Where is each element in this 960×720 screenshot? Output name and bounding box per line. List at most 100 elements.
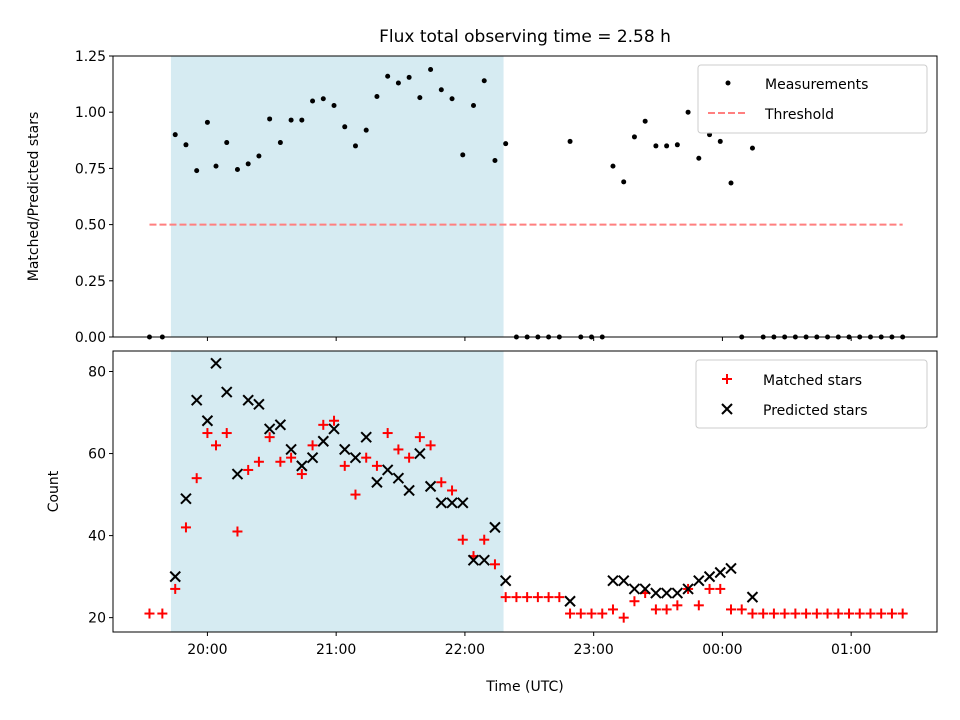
matched-star-point [801, 608, 812, 619]
matched-star-point [511, 592, 522, 603]
measurement-point [449, 96, 455, 102]
top-panel: 0.00 0.25 0.50 0.75 1.00 1.25 Flux total obse… [26, 27, 938, 346]
matched-star-point [790, 608, 801, 619]
matched-star-point [876, 608, 887, 619]
matched-star-point [318, 419, 329, 430]
matched-star-point [350, 489, 361, 500]
matched-star-point [221, 428, 232, 439]
observing-window-shade-bottom [170, 351, 504, 632]
matched-star-point [565, 608, 576, 619]
predicted-star-point [725, 562, 737, 575]
top-ytick-label: 0.25 [75, 274, 106, 290]
legend-plus-glyph [722, 374, 732, 384]
matched-star-point [704, 583, 715, 594]
predicted-star-point [403, 484, 415, 497]
measurement-point [406, 74, 412, 80]
predicted-star-point [328, 423, 340, 435]
matched-star-point [586, 608, 597, 619]
predicted-star-point [414, 447, 426, 460]
predicted-star-point [703, 570, 716, 583]
measurement-point [224, 140, 230, 146]
bottom-panel-x-axis: 20:00 21:00 22:00 23:00 00:00 01:00 [187, 632, 871, 658]
matched-star-point [447, 485, 458, 496]
predicted-star-point [618, 575, 630, 587]
matched-star-point [144, 608, 155, 619]
legend-measurements-marker [725, 80, 731, 86]
top-panel-y-axis: 0.00 0.25 0.50 0.75 1.00 1.25 [75, 49, 113, 346]
predicted-star-point [435, 497, 448, 509]
xtick-label: 20:00 [187, 642, 227, 658]
matched-star-point [650, 604, 661, 615]
measurement-point [621, 179, 627, 185]
measurement-point [417, 95, 423, 101]
bottom-panel-frame [112, 350, 938, 633]
matched-star-point [768, 608, 779, 619]
matched-star-point [715, 583, 726, 594]
predicted-star-point [628, 583, 641, 595]
top-y-axis-label: Matched/Predicted stars [26, 112, 42, 282]
predicted-star-point [650, 587, 662, 599]
matched-star-point [371, 460, 382, 471]
observing-window-shade-top [170, 56, 504, 337]
measurement-point [213, 163, 219, 169]
matched-star-point [661, 604, 672, 615]
measurement-point [374, 93, 380, 99]
matched-star-point [339, 460, 350, 471]
matched-star-point [479, 534, 490, 545]
predicted-star-point [607, 575, 619, 587]
legend-threshold-label: Threshold [764, 107, 834, 123]
predicted-star-point [210, 357, 222, 370]
measurement-point [717, 138, 723, 144]
measurement-point [460, 152, 466, 158]
matched-star-point [543, 592, 554, 603]
predicted-star-point [424, 480, 437, 493]
predicted-star-point [253, 398, 265, 411]
matched-star-point [180, 522, 191, 533]
predicted-star-point [231, 468, 244, 480]
bottom-ytick-label: 40 [88, 529, 106, 545]
measurement-point [664, 143, 670, 149]
matched-star-point [607, 604, 618, 615]
measurement-point [172, 132, 178, 138]
predicted-star-point [564, 595, 576, 607]
predicted-star-point [306, 451, 319, 464]
matched-star-point [833, 608, 844, 619]
matched-star-point [897, 608, 908, 619]
xtick-label: 00:00 [702, 642, 742, 658]
matched-star-point [865, 608, 876, 619]
matched-star-point [361, 452, 372, 463]
measurement-point [567, 138, 573, 144]
bottom-ytick-label: 60 [88, 447, 106, 463]
measurement-point [428, 66, 434, 72]
matched-star-point [758, 608, 769, 619]
predicted-star-point [190, 394, 203, 406]
measurement-point [696, 155, 702, 161]
measurement-point [471, 102, 476, 108]
measurement-point [310, 98, 316, 104]
measurement-point [352, 143, 358, 149]
measurement-point [492, 158, 498, 164]
xtick-label: 21:00 [316, 642, 356, 658]
matched-star-point [296, 469, 307, 480]
measurement-point [685, 109, 691, 115]
measurement-point [610, 163, 616, 169]
matched-star-point [597, 608, 608, 619]
top-ytick-label: 0.50 [75, 218, 106, 234]
matched-star-point [736, 604, 747, 615]
predicted-star-point [489, 521, 501, 534]
matched-star-point [726, 604, 736, 615]
bottom-legend: Matched stars Predicted stars [695, 359, 928, 429]
matched-star-point [618, 612, 629, 623]
top-panel-x-ticks [206, 337, 852, 341]
predicted-star-point [639, 583, 651, 595]
matched-star-point [844, 608, 855, 619]
measurement-point [245, 161, 251, 167]
measurement-point [395, 80, 401, 86]
matched-star-point [554, 592, 565, 603]
matched-star-point [532, 592, 543, 603]
matched-star-point [522, 592, 533, 603]
measurement-point [481, 78, 487, 84]
predicted-star-point [296, 460, 308, 472]
x-axis-label: Time (UTC) [485, 679, 563, 695]
